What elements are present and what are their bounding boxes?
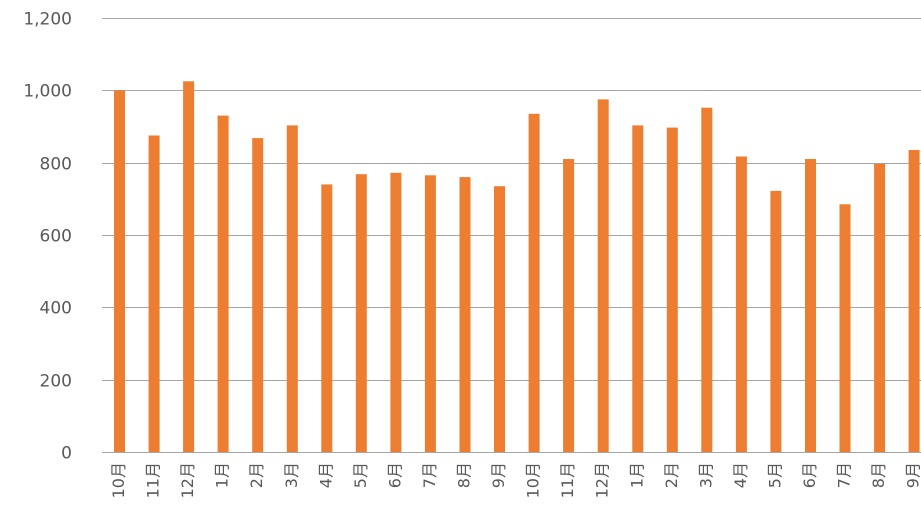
- bar: [701, 107, 713, 452]
- y-tick-label: 1,200: [23, 10, 72, 30]
- bar: [770, 190, 782, 452]
- x-tick-label: 3月: [696, 462, 715, 488]
- bar: [459, 177, 471, 452]
- bar: [839, 204, 851, 452]
- bar: [355, 174, 367, 452]
- x-tick-label: 1月: [213, 462, 232, 488]
- x-tick-label: 3月: [282, 462, 301, 488]
- y-tick-label: 1,000: [23, 82, 72, 102]
- bar: [286, 125, 298, 453]
- bar: [148, 135, 160, 452]
- x-tick-label: 12月: [178, 462, 197, 498]
- x-tick-label: 7月: [420, 462, 439, 488]
- bar: [390, 172, 402, 453]
- bar: [735, 156, 747, 452]
- x-tick-label: 4月: [316, 462, 335, 488]
- x-tick-label: 2月: [247, 462, 266, 488]
- x-tick-label: 6月: [800, 462, 819, 488]
- gridlines: [102, 18, 921, 453]
- x-tick-label: 8月: [455, 462, 474, 488]
- x-tick-label: 10月: [524, 462, 543, 498]
- y-tick-label: 600: [40, 227, 72, 247]
- y-tick-label: 800: [40, 155, 72, 175]
- y-tick-label: 0: [61, 444, 72, 464]
- x-tick-label: 7月: [835, 462, 854, 488]
- x-tick-label: 1月: [627, 462, 646, 488]
- bar: [252, 138, 264, 452]
- bar: [805, 159, 816, 452]
- y-axis-ticks: 0 200 400 600 800 1,000 1,200: [23, 10, 72, 464]
- bar: [528, 113, 540, 453]
- x-tick-label: 6月: [385, 462, 404, 488]
- x-tick-label: 2月: [662, 462, 681, 488]
- y-tick-label: 400: [40, 299, 72, 319]
- bar: [874, 163, 886, 453]
- x-tick-label: 5月: [351, 462, 370, 488]
- x-axis-ticks: 10月 11月 12月 1月 2月 3月 4月 5月 6月 7月 8月 9月 10月 11月 12月 1月 2月…: [109, 462, 921, 498]
- x-tick-label: 11月: [144, 462, 163, 498]
- bar: [632, 125, 644, 453]
- bars: [114, 81, 920, 453]
- x-tick-label: 5月: [765, 462, 784, 488]
- bar: [494, 186, 505, 452]
- bar: [183, 81, 195, 453]
- bar: [563, 159, 575, 452]
- bar: [321, 184, 333, 452]
- x-tick-label: 11月: [558, 462, 577, 498]
- bar: [597, 99, 609, 453]
- bar: [424, 175, 436, 453]
- bar: [908, 150, 920, 452]
- x-tick-label: 9月: [904, 462, 921, 488]
- x-tick-label: 12月: [593, 462, 612, 498]
- x-tick-label: 8月: [869, 462, 888, 488]
- bar: [666, 127, 678, 452]
- bar: [114, 90, 125, 453]
- bar: [217, 115, 229, 452]
- x-tick-label: 9月: [489, 462, 508, 488]
- x-tick-label: 4月: [731, 462, 750, 488]
- y-tick-label: 200: [40, 372, 72, 392]
- x-tick-label: 10月: [109, 462, 128, 498]
